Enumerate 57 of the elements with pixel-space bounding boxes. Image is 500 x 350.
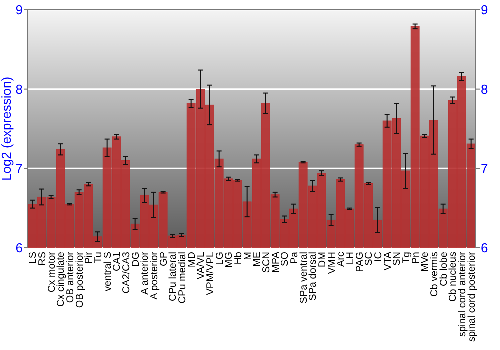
- x-tick-label: VA/VL: [196, 252, 208, 280]
- x-tick-label: Arc: [336, 252, 348, 267]
- y-tick-label: 8: [16, 82, 23, 97]
- x-tick-label: SCN: [262, 252, 272, 274]
- x-tick-label: ventral S: [102, 252, 114, 292]
- x-tick-label: M: [242, 252, 254, 260]
- x-tick-label: VTA: [382, 252, 394, 271]
- x-tick-label: MVe: [420, 252, 432, 272]
- x-tick-label: MD: [186, 252, 198, 268]
- y-tick-label: 9: [16, 2, 23, 18]
- x-tick-label: LS: [28, 252, 40, 264]
- x-tick-label: Pa: [290, 252, 300, 264]
- x-tick-label: SC: [364, 252, 376, 266]
- y-tick-label: 6: [16, 240, 23, 256]
- x-tick-label: DM: [318, 252, 328, 268]
- y2-tick-label: 9: [481, 2, 488, 18]
- x-tick-label: RS: [38, 252, 48, 266]
- x-tick-label: IC: [374, 252, 384, 262]
- x-tick-label: OB anterior: [66, 251, 76, 304]
- x-tick-label: CPu medial: [178, 252, 188, 304]
- y2-tick-label: 6: [481, 240, 488, 256]
- x-tick-label: CPu lateral: [168, 252, 180, 302]
- x-tick-label: LH: [346, 252, 356, 265]
- x-tick-label: SPa ventral: [298, 252, 310, 304]
- x-tick-label: Cx motor: [46, 251, 58, 293]
- x-tick-label: SN: [392, 252, 404, 266]
- x-tick-label: Cb nucleus: [448, 252, 460, 302]
- x-tick-label: CA2/CA3: [122, 252, 132, 294]
- x-tick-label: Hb: [234, 252, 244, 265]
- x-tick-label: SO: [280, 252, 292, 266]
- x-tick-label: PAG: [354, 252, 366, 272]
- y2-tick-label: 7: [481, 161, 488, 176]
- y-axis-title: Log2 (expression): [0, 76, 14, 182]
- x-tick-label: Tu: [94, 252, 104, 264]
- y2-tick-label: 8: [481, 82, 488, 97]
- x-tick-label: SPa dorsal: [308, 252, 320, 301]
- x-tick-label: Pir: [84, 251, 96, 264]
- x-tick-label: VMH: [326, 252, 338, 274]
- x-tick-label: Pn: [410, 252, 422, 264]
- x-tick-label: spinal cord posterior: [466, 251, 478, 342]
- x-tick-label: VPM/VPL: [206, 252, 216, 296]
- x-tick-label: DG: [130, 252, 142, 267]
- x-tick-label: MG: [224, 252, 236, 268]
- x-tick-label: Cb lobe: [438, 252, 450, 286]
- x-tick-label: Cx cingulate: [56, 252, 68, 308]
- x-tick-label: ME: [252, 252, 264, 267]
- x-tick-label: Tg: [402, 252, 412, 264]
- x-tick-label: GP: [158, 252, 170, 266]
- x-tick-label: A posterior: [150, 251, 160, 300]
- x-tick-label: spinal cord anterior: [458, 251, 468, 338]
- x-tick-label: A anterior: [140, 251, 152, 295]
- x-tick-label: CA1: [112, 252, 124, 272]
- x-tick-label: Cb vermis: [430, 252, 440, 298]
- x-tick-label: MPA: [270, 252, 282, 273]
- x-tick-label: LG: [214, 252, 226, 266]
- y-tick-label: 7: [16, 161, 23, 176]
- x-tick-label: OB posterior: [74, 251, 86, 308]
